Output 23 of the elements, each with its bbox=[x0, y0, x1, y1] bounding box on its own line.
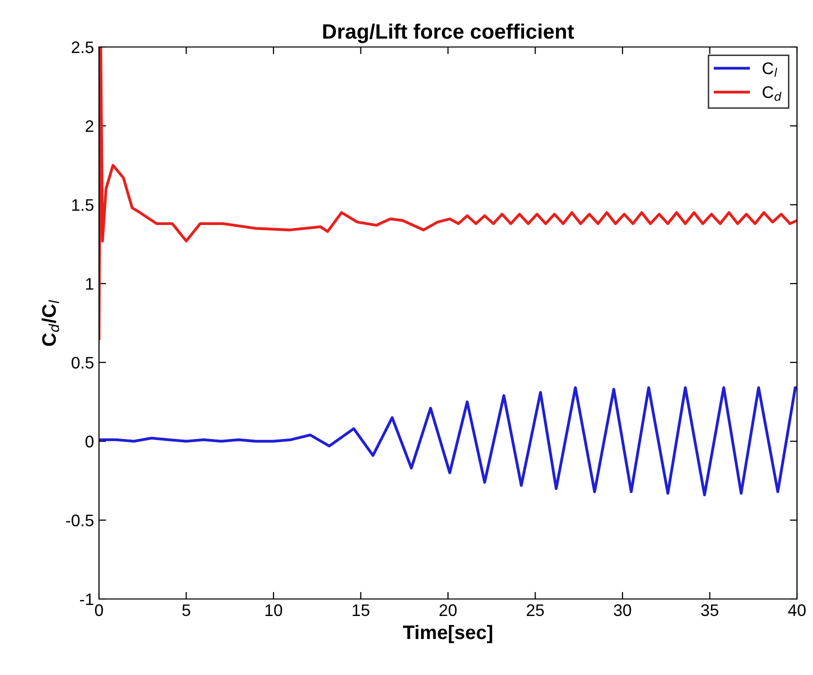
y-tick-label: 1.5 bbox=[72, 199, 94, 211]
x-tick-label: 20 bbox=[440, 604, 457, 616]
x-tick-label: 35 bbox=[701, 604, 718, 616]
x-tick-label: 0 bbox=[95, 604, 103, 616]
chart-title: Drag/Lift force coefficient bbox=[323, 24, 574, 44]
x-tick-label: 10 bbox=[266, 604, 282, 616]
y-tick-label: -0.5 bbox=[66, 514, 94, 526]
y-tick-label: 0 bbox=[86, 436, 94, 448]
x-tick-label: 15 bbox=[352, 604, 370, 616]
legend-label: C$_{d}$ bbox=[762, 86, 782, 101]
y-tick-label: 2.5 bbox=[72, 41, 94, 54]
line-series bbox=[99, 386, 797, 496]
x-axis-title: Time[sec] bbox=[403, 624, 492, 644]
legend-label: C$_{l}$ bbox=[762, 62, 778, 77]
y-tick-label: 2 bbox=[86, 120, 94, 132]
x-tick-label: 30 bbox=[614, 604, 632, 616]
x-tick-label: 40 bbox=[788, 604, 806, 616]
y-tick-label: -1 bbox=[80, 594, 94, 606]
y-tick-label: 0.5 bbox=[72, 356, 94, 369]
y-tick-label: 1 bbox=[86, 278, 94, 290]
x-tick-label: 25 bbox=[526, 604, 544, 616]
x-tick-label: 5 bbox=[182, 604, 190, 616]
y-axis-title: C$_{d}$/C$_{l}$ bbox=[42, 300, 60, 346]
